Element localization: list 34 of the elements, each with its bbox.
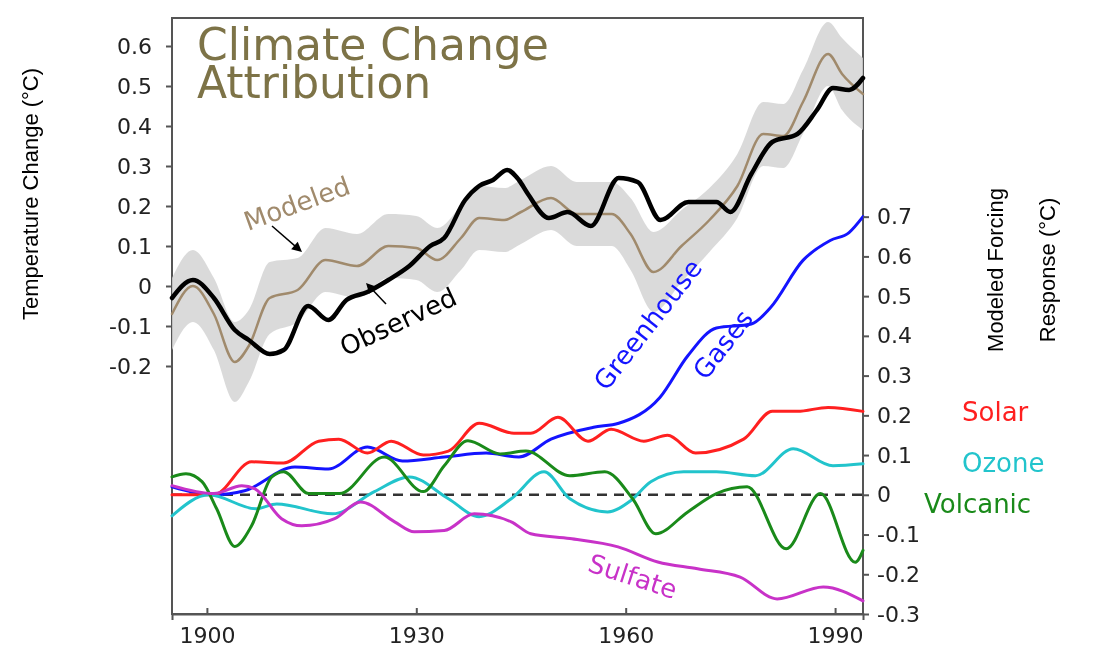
x-tick-label: 1960 — [598, 622, 655, 646]
y2-tick-label: 0.4 — [877, 323, 912, 349]
y2-tick-label: -0.3 — [877, 601, 920, 627]
y2-tick-label: 0.3 — [877, 363, 912, 389]
y2-tick-label: 0 — [877, 482, 891, 508]
text: Modeled Forcing Response (°C) — [983, 188, 1060, 352]
y-tick-label: 0.1 — [117, 233, 152, 259]
y-tick-label: 0.4 — [117, 113, 152, 139]
y2-tick-label: 0.5 — [877, 283, 912, 309]
line-series — [170, 447, 865, 519]
y-tick-label: 0.2 — [117, 193, 152, 219]
y-tick-label: -0.1 — [109, 313, 152, 339]
text: Volcanic — [924, 489, 1032, 519]
y-tick-label: 0.3 — [117, 153, 152, 179]
y2-tick-label: -0.2 — [877, 561, 920, 587]
text: Sulfate — [584, 548, 681, 605]
y2-tick-label: 0.1 — [877, 442, 912, 468]
text: Solar — [962, 397, 1029, 427]
text: Climate Change Attribution — [197, 19, 549, 108]
line-series — [170, 405, 865, 497]
y-tick-label: 0.6 — [117, 33, 152, 59]
y-tick-label: 0 — [138, 273, 152, 299]
y2-tick-label: 0.7 — [877, 204, 912, 230]
x-tick-label: 1900 — [179, 622, 236, 646]
text: Ozone — [962, 448, 1045, 478]
x-tick-label: 1990 — [807, 622, 864, 646]
y2-tick-label: 0.6 — [877, 243, 912, 269]
y-tick-label: 0.5 — [117, 73, 152, 99]
y2-tick-label: 0.2 — [877, 402, 912, 428]
y2-tick-label: -0.1 — [877, 522, 920, 548]
line-series — [170, 484, 865, 603]
x-tick-label: 1930 — [388, 622, 445, 646]
y-axis-title: Temperature Change (°C) — [18, 67, 43, 321]
y-tick-label: -0.2 — [109, 353, 152, 379]
